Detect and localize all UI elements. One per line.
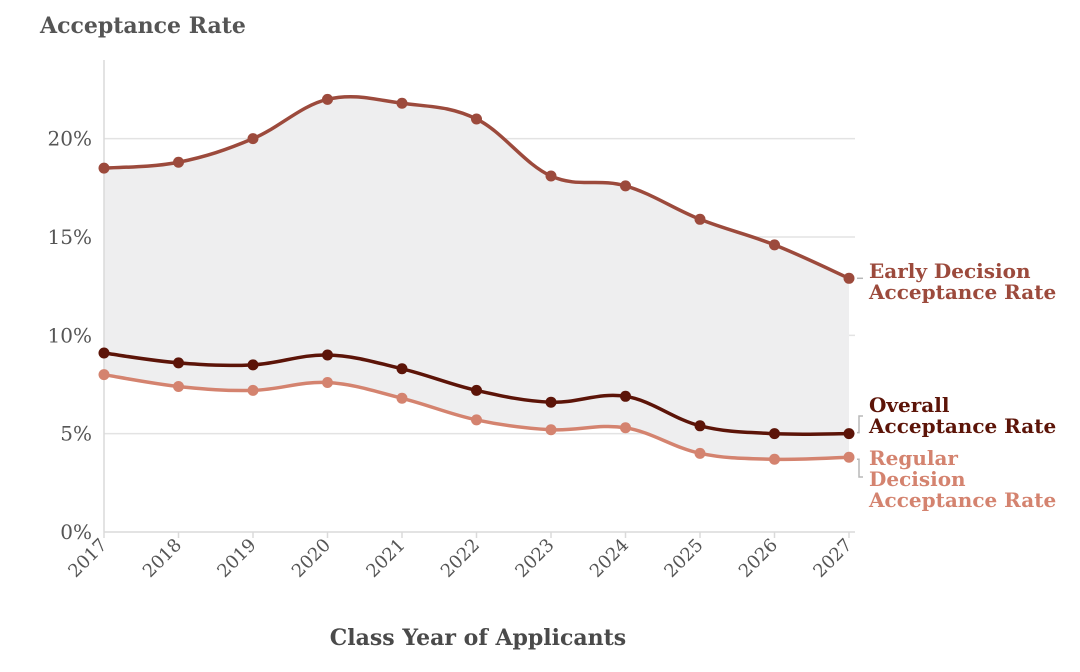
regular-decision-acceptance-rate-point-2019 — [247, 384, 259, 396]
axes — [103, 60, 855, 533]
x-axis-ticks: 2017 2018 2019 2020 2021 2022 2023 2024 2025 2026… — [64, 532, 857, 582]
y-tick-label: 0% — [60, 520, 92, 544]
y-tick-label: 5% — [60, 422, 92, 446]
overall-acceptance-rate-point-2018 — [173, 357, 184, 369]
regular-decision-acceptance-rate-point-2017 — [98, 369, 110, 381]
x-tick-label: 2025 — [660, 535, 707, 582]
overall-acceptance-rate-point-2019 — [247, 359, 259, 371]
overall-acceptance-rate-point-2027 — [843, 428, 855, 440]
x-axis-label: Class Year of Applicants — [330, 625, 626, 651]
regular-decision-acceptance-rate-point-2026 — [769, 453, 780, 465]
early-decision-acceptance-rate-point-2026 — [769, 239, 780, 251]
series-regular-decision-acceptance-rate — [98, 369, 855, 465]
overall-acceptance-rate-point-2017 — [98, 347, 110, 359]
y-tick-label: 15% — [48, 225, 92, 249]
overall-acceptance-rate-point-2022 — [471, 384, 482, 396]
regular-decision-acceptance-rate-label-line: Regular — [869, 446, 958, 470]
early-decision-acceptance-rate-point-2017 — [98, 162, 110, 174]
series-lines — [98, 93, 855, 465]
regular-decision-acceptance-rate-label-line: Decision — [869, 467, 966, 491]
x-tick-label: 2021 — [362, 535, 409, 582]
early-decision-acceptance-rate-point-2020 — [322, 93, 333, 105]
early-decision-acceptance-rate-label-line: Early Decision — [869, 259, 1031, 283]
regular-decision-acceptance-rate-point-2021 — [396, 392, 408, 404]
overall-acceptance-rate-point-2023 — [545, 396, 557, 408]
regular-decision-acceptance-rate-point-2027 — [843, 451, 855, 463]
regular-decision-acceptance-rate-point-2022 — [471, 414, 482, 426]
regular-decision-acceptance-rate-point-2024 — [620, 422, 631, 434]
y-tick-label: 10% — [48, 323, 92, 347]
regular-decision-acceptance-rate-leader — [857, 458, 863, 478]
x-tick-label: 2022 — [437, 535, 484, 582]
overall-acceptance-rate-leader — [857, 415, 863, 434]
early-decision-acceptance-rate-point-2025 — [694, 213, 706, 225]
regular-decision-acceptance-rate-point-2018 — [173, 380, 184, 392]
overall-acceptance-rate-point-2026 — [769, 428, 780, 440]
overall-acceptance-rate-point-2020 — [322, 349, 333, 361]
early-decision-acceptance-rate-point-2019 — [247, 133, 259, 145]
regular-decision-acceptance-rate-label-line: Acceptance Rate — [868, 488, 1056, 512]
overall-acceptance-rate-point-2021 — [396, 363, 408, 375]
overall-acceptance-rate-label-line: Overall — [869, 393, 950, 417]
early-decision-acceptance-rate-point-2023 — [545, 170, 557, 182]
early-decision-acceptance-rate-label-line: Acceptance Rate — [868, 280, 1056, 304]
range-band-area — [104, 96, 849, 460]
y-tick-label: 20% — [48, 127, 92, 151]
x-tick-label: 2024 — [586, 535, 633, 582]
x-tick-label: 2023 — [511, 535, 558, 582]
overall-acceptance-rate-label-line: Acceptance Rate — [868, 414, 1056, 438]
chart-title: Acceptance Rate — [39, 13, 246, 39]
regular-decision-acceptance-rate-point-2025 — [694, 447, 706, 459]
early-decision-acceptance-rate-point-2027 — [843, 272, 855, 284]
regular-decision-acceptance-rate-point-2023 — [545, 424, 557, 436]
early-decision-acceptance-rate-point-2024 — [620, 180, 631, 192]
x-tick-label: 2027 — [809, 535, 856, 582]
overall-acceptance-rate-point-2024 — [620, 390, 631, 402]
x-tick-label: 2026 — [735, 535, 782, 582]
x-tick-label: 2018 — [139, 535, 186, 582]
early-decision-acceptance-rate-point-2021 — [396, 97, 408, 109]
x-tick-label: 2020 — [288, 535, 335, 582]
early-decision-acceptance-rate-point-2018 — [173, 156, 184, 168]
early-decision-acceptance-rate-point-2022 — [471, 113, 482, 125]
series-overall-acceptance-rate — [98, 347, 855, 440]
series-early-decision-acceptance-rate — [98, 93, 855, 284]
range-band — [104, 96, 849, 460]
regular-decision-acceptance-rate-point-2020 — [322, 377, 333, 389]
overall-acceptance-rate-point-2025 — [694, 420, 706, 432]
y-axis-ticks: 0% 5% 10% 15% 20% — [48, 127, 92, 544]
x-tick-label: 2019 — [213, 535, 260, 582]
